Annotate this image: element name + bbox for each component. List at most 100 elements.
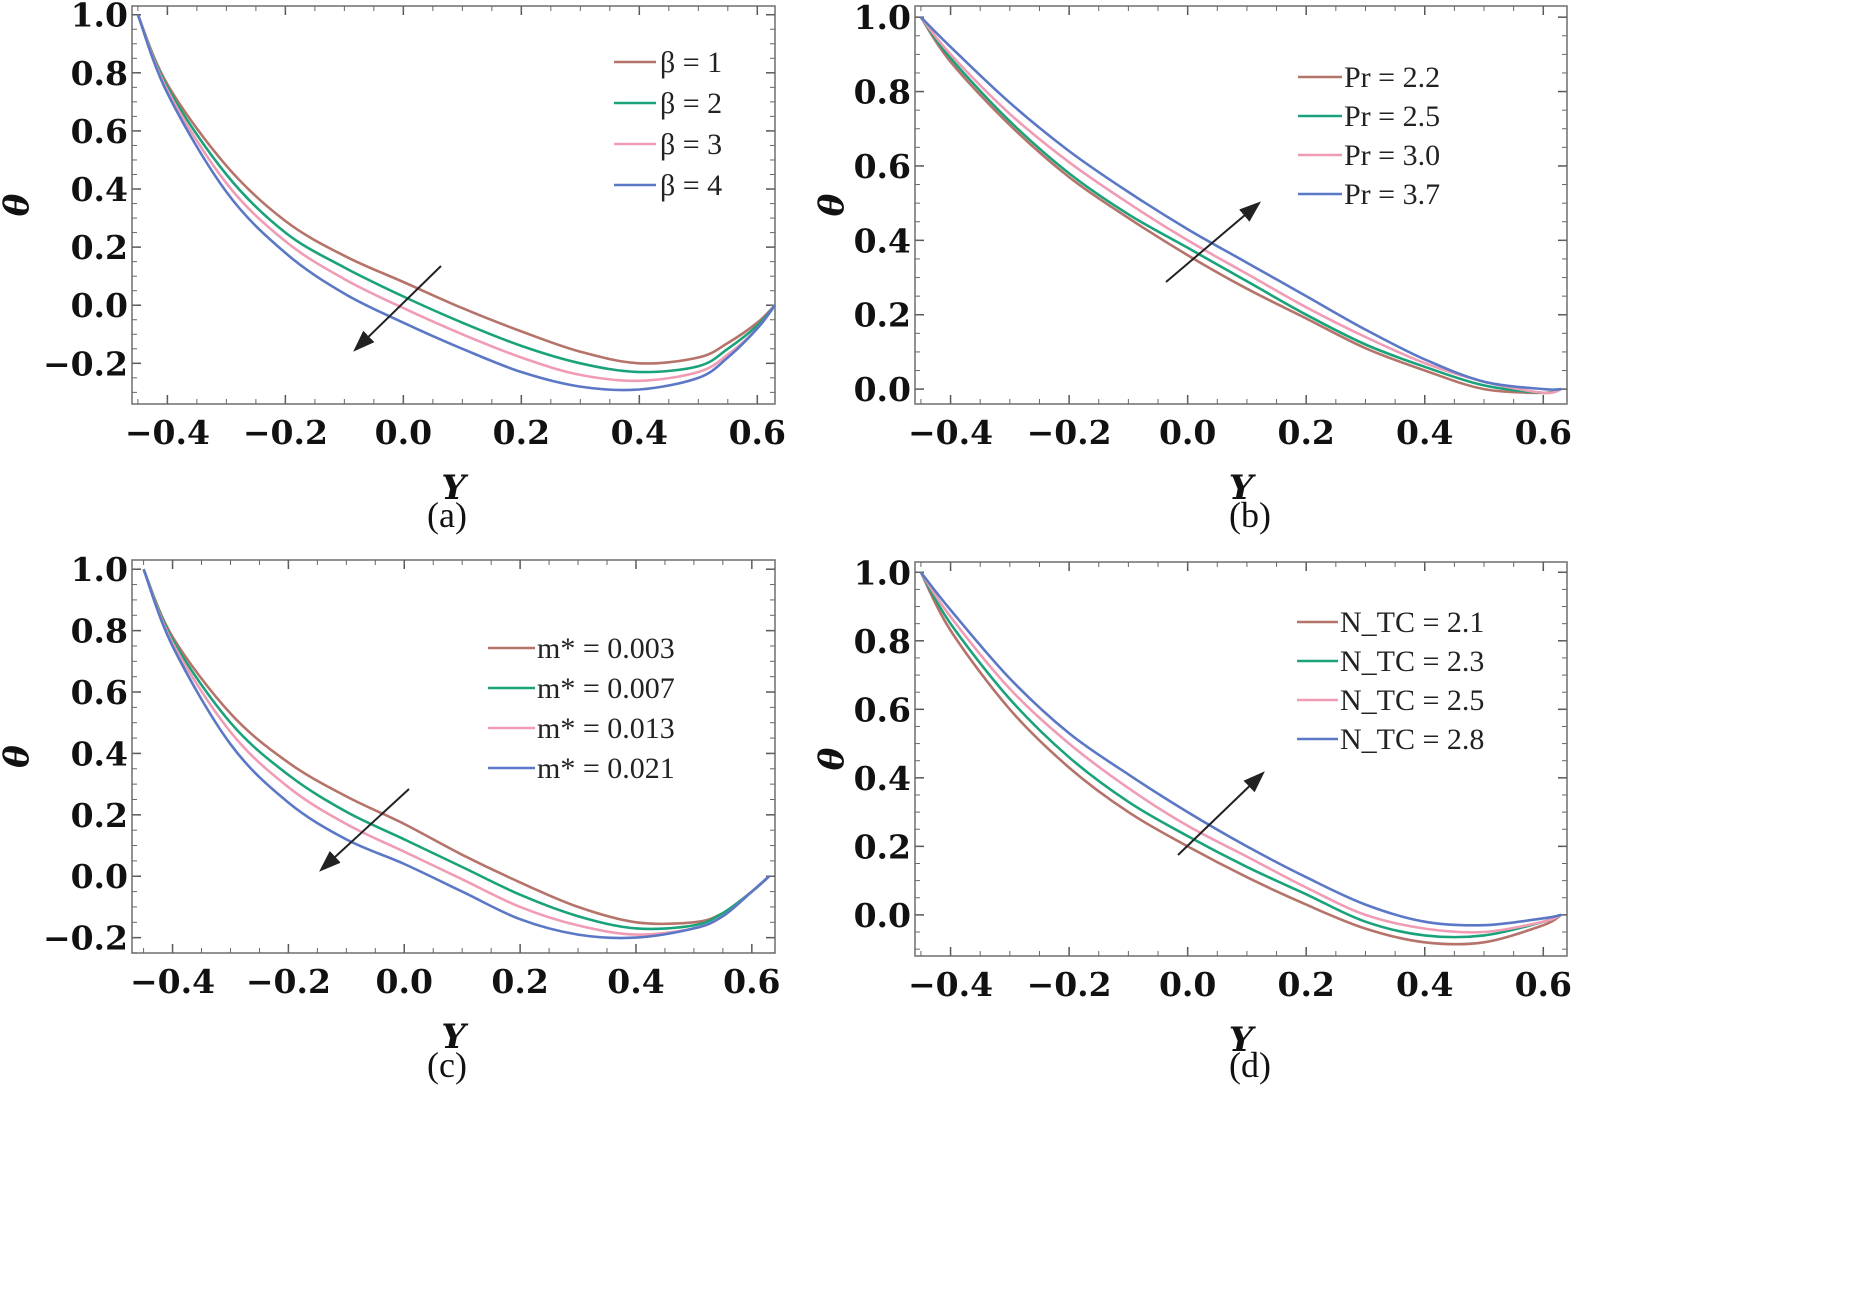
y-tick-label: −0.2 <box>43 919 128 958</box>
panel-caption: (c) <box>427 1045 467 1085</box>
x-tick-label: −0.2 <box>243 413 328 452</box>
y-tick-label: 0.0 <box>71 857 128 896</box>
legend-label: Pr = 2.5 <box>1344 100 1440 133</box>
legend-label: β = 1 <box>660 46 722 79</box>
series-line <box>142 568 771 931</box>
y-tick-label: 1.0 <box>854 0 911 37</box>
x-tick-label: 0.2 <box>1277 965 1334 1004</box>
y-tick-label: 0.4 <box>854 759 911 798</box>
legend-label: β = 2 <box>660 87 722 120</box>
trend-arrow <box>319 788 410 872</box>
x-tick-label: −0.4 <box>908 413 993 452</box>
series-line <box>919 16 1562 395</box>
series-line <box>919 571 1562 927</box>
y-tick-label: −0.2 <box>43 344 128 383</box>
series-line <box>919 571 1562 939</box>
y-axis-label: θ <box>812 193 852 216</box>
y-tick-label: 0.6 <box>854 690 911 729</box>
series-line <box>919 16 1562 391</box>
legend: N_TC = 2.1 N_TC = 2.3 N_TC = 2.5 N_TC = 2.8 <box>1297 606 1484 756</box>
panel-a: −0.4 −0.2 0.0 0.2 0.4 0.6 −0.2 0.0 0.2 0.4 0.6 0.8 1… <box>0 0 786 535</box>
x-tick-label: 0.0 <box>1159 965 1216 1004</box>
series-line <box>136 14 777 383</box>
series-line <box>919 16 1562 395</box>
y-tick-label: 0.4 <box>854 221 911 260</box>
y-axis-label: θ <box>0 745 37 768</box>
y-tick-label: 0.8 <box>71 612 128 651</box>
trend-arrow <box>1165 201 1262 283</box>
y-tick-label: 0.6 <box>71 112 128 151</box>
series-line <box>919 16 1562 395</box>
y-tick-label: 0.8 <box>854 73 911 112</box>
x-axis-label: Y <box>441 468 468 508</box>
x-tick-label: 0.4 <box>1396 413 1453 452</box>
x-tick-label: 0.2 <box>491 962 548 1001</box>
y-tick-label: 1.0 <box>71 550 128 589</box>
series-line <box>136 14 776 365</box>
series-line <box>142 568 771 926</box>
panel-d: −0.4 −0.2 0.0 0.2 0.4 0.6 0.0 0.2 0.4 0.6 0.8 1.0 N_… <box>812 553 1572 1085</box>
y-axis-label: θ <box>812 747 852 770</box>
y-tick-label: 0.8 <box>854 622 911 661</box>
panel-caption: (b) <box>1229 495 1271 535</box>
legend-label: m* = 0.003 <box>537 632 675 665</box>
trend-arrow <box>1177 771 1265 856</box>
y-tick-label: 1.0 <box>854 553 911 592</box>
x-tick-label: 0.6 <box>723 962 780 1001</box>
y-tick-label: 0.0 <box>71 286 128 325</box>
legend-label: N_TC = 2.5 <box>1340 684 1484 717</box>
x-tick-label: −0.4 <box>125 413 210 452</box>
y-tick-label: 0.8 <box>71 54 128 93</box>
legend: m* = 0.003 m* = 0.007 m* = 0.013 m* = 0.021 <box>488 632 675 785</box>
x-axis-label: Y <box>1229 1020 1256 1060</box>
legend-label: β = 4 <box>660 169 722 202</box>
legend-label: m* = 0.021 <box>537 752 675 785</box>
x-tick-label: 0.4 <box>607 962 664 1001</box>
y-tick-label: 1.0 <box>71 0 128 35</box>
x-tick-label: 0.2 <box>493 413 550 452</box>
y-tick-label: 0.4 <box>71 734 128 773</box>
y-tick-label: 0.2 <box>854 296 911 335</box>
series-line <box>136 14 776 374</box>
panel-caption: (d) <box>1229 1045 1271 1085</box>
x-tick-label: 0.0 <box>375 413 432 452</box>
series-line <box>136 14 777 392</box>
x-tick-label: 0.0 <box>376 962 433 1001</box>
legend: Pr = 2.2 Pr = 2.5 Pr = 3.0 Pr = 3.7 <box>1298 61 1440 211</box>
legend-label: N_TC = 2.1 <box>1340 606 1484 639</box>
panel-b: −0.4 −0.2 0.0 0.2 0.4 0.6 0.0 0.2 0.4 0.6 0.8 1.0 Pr… <box>812 0 1572 535</box>
x-tick-label: −0.4 <box>908 965 993 1004</box>
x-tick-label: 0.6 <box>729 413 786 452</box>
x-tick-label: 0.6 <box>1515 413 1572 452</box>
legend-label: Pr = 2.2 <box>1344 61 1440 94</box>
x-tick-label: −0.4 <box>130 962 215 1001</box>
y-tick-label: 0.6 <box>854 147 911 186</box>
series-line <box>919 571 1562 946</box>
x-tick-label: 0.4 <box>611 413 668 452</box>
plot-frame <box>131 559 776 954</box>
legend-label: Pr = 3.0 <box>1344 139 1440 172</box>
series-line <box>919 571 1562 934</box>
legend-label: N_TC = 2.8 <box>1340 723 1484 756</box>
legend-label: m* = 0.007 <box>537 672 675 705</box>
plot-frame <box>914 561 1568 957</box>
y-tick-label: 0.0 <box>854 370 911 409</box>
legend: β = 1 β = 2 β = 3 β = 4 <box>614 46 722 202</box>
x-tick-label: 0.6 <box>1515 965 1572 1004</box>
legend-label: Pr = 3.7 <box>1344 178 1440 211</box>
y-tick-label: 0.0 <box>854 896 911 935</box>
legend-label: β = 3 <box>660 128 722 161</box>
x-tick-label: 0.2 <box>1277 413 1334 452</box>
x-tick-label: 0.0 <box>1159 413 1216 452</box>
plot-frame <box>131 5 776 405</box>
y-axis-label: θ <box>0 193 37 216</box>
x-axis-label: Y <box>1229 468 1256 508</box>
y-tick-label: 0.2 <box>71 796 128 835</box>
y-tick-label: 0.4 <box>71 170 128 209</box>
x-tick-label: −0.2 <box>1027 413 1112 452</box>
x-tick-label: −0.2 <box>246 962 331 1001</box>
panel-caption: (a) <box>427 495 467 535</box>
legend-label: m* = 0.013 <box>537 712 675 745</box>
x-tick-label: −0.2 <box>1027 965 1112 1004</box>
